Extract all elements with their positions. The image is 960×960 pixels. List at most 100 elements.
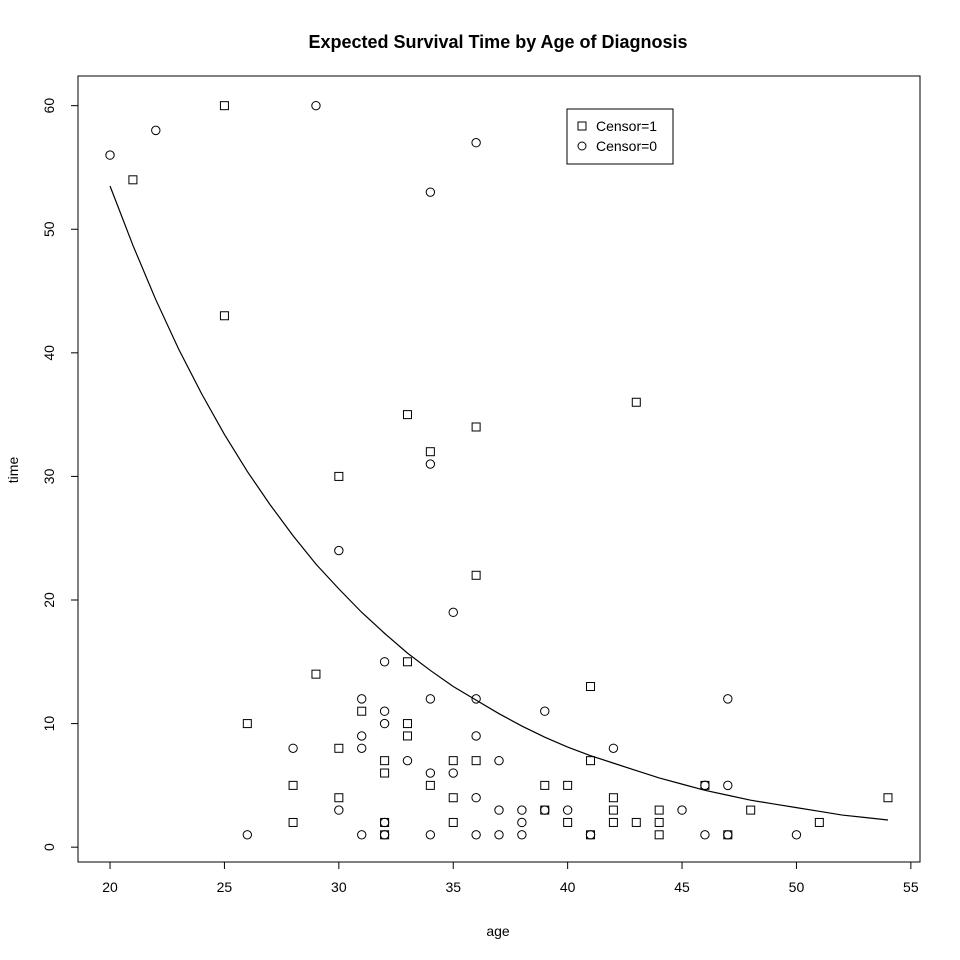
point-censor-1: [448, 756, 458, 766]
point-censor-0: [379, 830, 390, 840]
point-censor-0: [379, 817, 390, 828]
point-censor-0: [402, 755, 413, 766]
x-axis: 20 25 30 35 40 45 50 55: [102, 862, 919, 895]
point-censor-1: [402, 657, 412, 667]
point-censor-1: [540, 780, 550, 790]
legend-circle-marker: [577, 141, 587, 151]
point-censor-1: [471, 756, 481, 766]
point-censor-0: [379, 718, 390, 729]
legend-square-marker: [577, 121, 587, 131]
point-censor-1: [608, 805, 618, 815]
point-censor-1: [219, 311, 229, 321]
point-censor-0: [105, 150, 115, 160]
point-censor-0: [540, 706, 550, 716]
point-censor-1: [448, 817, 458, 827]
point-censor-0: [700, 780, 710, 791]
point-censor-1: [425, 447, 435, 457]
point-censor-1: [471, 422, 481, 432]
point-censor-0: [425, 459, 436, 469]
x-tick-label: 40: [560, 879, 576, 895]
legend-box: [566, 108, 674, 165]
point-censor-1: [608, 817, 618, 827]
y-tick-label: 50: [41, 221, 57, 237]
y-tick-label: 30: [41, 468, 57, 484]
legend-label-censor-0: Censor=0: [596, 138, 657, 154]
x-tick-label: 45: [674, 879, 690, 895]
y-tick-label: 20: [41, 592, 57, 608]
point-censor-0: [425, 694, 436, 704]
point-censor-1: [425, 780, 435, 790]
point-censor-1: [631, 397, 641, 407]
point-censor-0: [425, 768, 436, 778]
point-censor-0: [791, 830, 802, 840]
legend: Censor=1 Censor=0: [566, 108, 674, 165]
point-censor-1: [288, 817, 298, 827]
y-tick-label: 40: [41, 345, 57, 361]
point-censor-1: [380, 756, 390, 766]
point-censor-0: [311, 100, 321, 111]
point-censor-1: [288, 780, 298, 790]
point-censor-1: [334, 793, 344, 803]
point-censor-1: [402, 719, 412, 729]
y-tick-label: 10: [41, 716, 57, 732]
point-censor-1: [334, 743, 344, 753]
y-tick-label: 0: [41, 843, 57, 851]
x-tick-label: 20: [102, 879, 118, 895]
point-censor-0: [357, 731, 367, 741]
point-censor-0: [357, 830, 367, 840]
x-tick-label: 25: [217, 879, 233, 895]
point-censor-0: [425, 830, 436, 840]
point-censor-0: [448, 607, 458, 618]
point-censor-1: [654, 830, 664, 840]
point-censor-0: [242, 830, 253, 840]
point-censor-1: [357, 706, 367, 716]
chart-title: Expected Survival Time by Age of Diagnos…: [308, 32, 687, 52]
plot-frame: [77, 75, 921, 863]
point-censor-1: [563, 817, 573, 827]
point-censor-1: [471, 570, 481, 580]
point-censor-0: [540, 805, 550, 815]
point-censor-1: [402, 410, 412, 420]
point-censor-0: [677, 805, 687, 815]
point-censor-1: [402, 731, 412, 741]
point-censor-1: [631, 817, 641, 827]
point-censor-0: [517, 830, 527, 840]
fitted-curve-layer: [109, 185, 889, 821]
y-tick-label: 60: [41, 98, 57, 114]
x-tick-label: 30: [331, 879, 347, 895]
point-censor-0: [288, 743, 298, 754]
legend-label-censor-1: Censor=1: [596, 118, 657, 134]
y-axis: 0 10 20 30 40 50 60: [41, 98, 78, 851]
point-censor-0: [334, 545, 344, 556]
point-censor-0: [151, 125, 161, 136]
point-censor-0: [357, 743, 367, 754]
point-censor-0: [494, 755, 504, 766]
x-tick-label: 50: [789, 879, 805, 895]
x-axis-label: age: [486, 923, 510, 939]
x-tick-label: 35: [445, 879, 461, 895]
point-censor-0: [700, 830, 710, 840]
point-censor-1: [608, 793, 618, 803]
point-censor-0: [723, 694, 733, 704]
point-censor-0: [723, 780, 733, 791]
point-censor-0: [608, 743, 619, 754]
point-censor-0: [379, 657, 390, 667]
point-censor-1: [128, 175, 138, 185]
point-censor-0: [471, 138, 481, 148]
point-censor-1: [586, 756, 596, 766]
point-censor-0: [517, 805, 527, 815]
point-censor-1: [242, 719, 252, 729]
point-censor-1: [586, 682, 596, 692]
point-censor-1: [219, 101, 229, 111]
point-censor-0: [379, 706, 390, 716]
point-censor-0: [562, 805, 573, 815]
y-axis-label: time: [5, 457, 21, 484]
point-censor-0: [471, 793, 481, 803]
point-censor-0: [425, 187, 436, 197]
point-censor-1: [654, 805, 664, 815]
x-tick-label: 55: [903, 879, 919, 895]
point-censor-1: [814, 817, 824, 827]
point-censor-1: [883, 793, 893, 803]
